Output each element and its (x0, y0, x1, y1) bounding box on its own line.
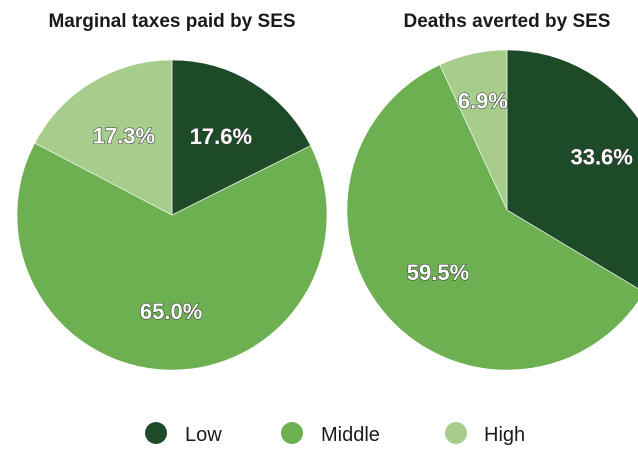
pie-slice-high (439, 49, 508, 211)
legend-swatch-high (445, 422, 467, 444)
legend-label-low: Low (185, 424, 222, 446)
slice-label-middle: 65.0% (140, 299, 202, 324)
pie-slice-high (34, 59, 173, 216)
slice-label-middle: 59.5% (407, 260, 469, 285)
slice-label-low: 33.6% (570, 144, 632, 169)
pie-slice-low (506, 49, 638, 289)
pie-slice-low (171, 59, 312, 216)
legend-swatch-low (145, 422, 167, 444)
slice-label-low: 17.6% (190, 124, 252, 149)
chart-marginal-taxes: Marginal taxes paid by SES 17.6% 65.0% 17.… (16, 11, 328, 371)
legend: Low Middle High (145, 422, 525, 446)
legend-item-middle: Middle (281, 422, 380, 446)
chart-title: Deaths averted by SES (404, 11, 611, 32)
legend-label-high: High (484, 424, 525, 446)
pie-slice-middle (346, 64, 638, 371)
legend-item-high: High (445, 422, 525, 446)
chart-deaths-averted: Deaths averted by SES 33.6% 59.5% 6.9% (346, 11, 638, 371)
pie-slice-middle (16, 142, 328, 371)
chart-title: Marginal taxes paid by SES (48, 11, 295, 32)
legend-label-middle: Middle (321, 424, 380, 446)
slice-label-high: 6.9% (458, 89, 508, 114)
legend-item-low: Low (145, 422, 222, 446)
slice-label-high: 17.3% (93, 123, 155, 148)
legend-swatch-middle (281, 422, 303, 444)
